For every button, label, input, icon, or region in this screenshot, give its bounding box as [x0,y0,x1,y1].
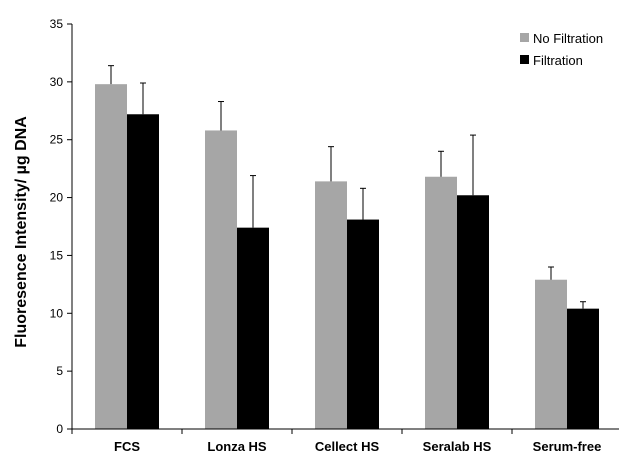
bar-no-filtration [535,279,567,429]
bar-no-filtration [205,130,237,429]
y-tick-label: 20 [50,191,64,205]
x-category-label: Serum-free [533,439,602,454]
legend-swatch [520,55,529,64]
legend-label: Filtration [533,53,583,68]
bar-filtration [567,308,599,429]
bar-no-filtration [95,84,127,430]
bar-filtration [127,114,159,429]
legend-label: No Filtration [533,31,603,46]
x-category-label: Lonza HS [207,439,267,454]
x-category-label: Seralab HS [423,439,492,454]
y-tick-label: 30 [50,75,64,89]
error-bars-layer [108,65,586,309]
y-ticks: 0 5 10 15 20 25 30 35 [50,17,72,436]
bar-no-filtration [425,176,457,429]
y-tick-label: 0 [56,422,63,436]
bars-layer [95,84,599,430]
legend-swatch [520,33,529,42]
x-category-label: Cellect HS [315,439,380,454]
y-axis-title: Fluoresence Intensity/ µg DNA [13,116,30,348]
x-ticks: FCS Lonza HS Cellect HS Seralab HS Serum-fre… [71,429,602,454]
bar-filtration [237,227,269,429]
bar-no-filtration [315,181,347,429]
y-tick-label: 5 [56,364,63,378]
legend: No Filtration Filtration [520,31,603,68]
bar-filtration [457,195,489,429]
y-tick-label: 15 [50,248,64,262]
y-tick-label: 10 [50,306,64,320]
y-tick-label: 35 [50,17,64,31]
bar-filtration [347,219,379,429]
y-tick-label: 25 [50,133,64,147]
x-category-label: FCS [114,439,140,454]
